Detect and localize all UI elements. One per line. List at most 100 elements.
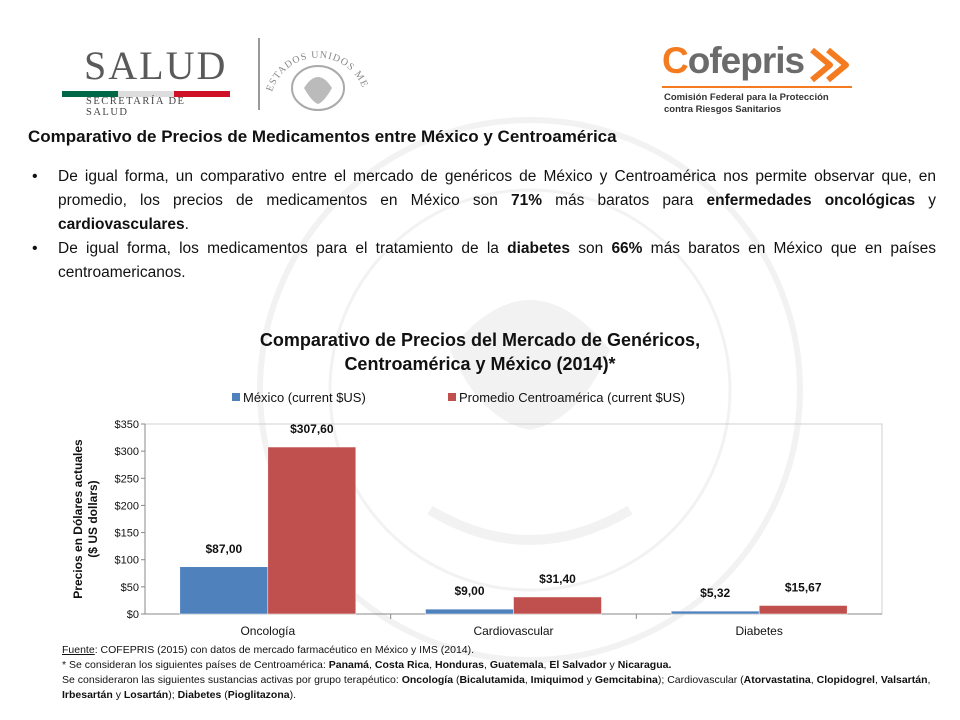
data-label: $87,00 (205, 542, 242, 556)
text-segment: De igual forma, un comparativo entre el … (58, 168, 936, 209)
text-segment: y (112, 689, 124, 701)
salud-logo: SALUD SECRETARÍA DE SALUD (62, 40, 232, 118)
text-segment: ( (221, 689, 228, 701)
bar-centroamerica (513, 596, 602, 615)
text-segment: * Se consideran los siguientes países de… (62, 659, 329, 671)
x-tick-label: Oncología (240, 624, 295, 638)
bold-text: Guatemala (489, 659, 544, 671)
flag-white-stripe (118, 91, 174, 97)
bold-text: Irbesartán (62, 689, 113, 701)
text-segment: más baratos para (542, 192, 707, 209)
y-tick-label: $200 (115, 500, 139, 512)
text-segment: De igual forma, los medicamentos para el… (58, 240, 508, 257)
text-segment: y (915, 192, 937, 209)
data-label: $9,00 (454, 584, 484, 598)
bold-text: Diabetes (177, 689, 222, 701)
bold-text: 66% (611, 240, 643, 257)
footer-source: Fuente: COFEPRIS (2015) con datos de mer… (62, 643, 932, 658)
chart-title-line1: Comparativo de Precios del Mercado de Ge… (259, 330, 701, 350)
bold-text: Valsartán (880, 674, 928, 686)
text-segment: , (874, 674, 881, 686)
text-segment: , (927, 674, 931, 686)
bullet-list: • De igual forma, un comparativo entre e… (30, 165, 936, 285)
y-axis-label-line2: ($ US dollars) (86, 480, 100, 557)
text-segment: , (810, 674, 817, 686)
bullet-text: De igual forma, un comparativo entre el … (58, 168, 936, 233)
bold-text: Losartán (123, 689, 169, 701)
cofepris-subtitle-line2: contra Riesgos Sanitarios (664, 104, 782, 115)
background-seal-watermark (257, 117, 803, 663)
data-label: $31,40 (539, 572, 576, 586)
footer-notes: Fuente: COFEPRIS (2015) con datos de mer… (62, 643, 932, 703)
y-tick-label: $50 (121, 582, 139, 594)
text-segment: ); Cardiovascular ( (657, 674, 744, 686)
bold-text: Oncología (401, 674, 454, 686)
legend-swatch-centroamerica (448, 393, 456, 401)
bar-mexico (670, 610, 760, 615)
data-label: $15,67 (785, 580, 822, 594)
bullet-item: • De igual forma, un comparativo entre e… (30, 165, 936, 237)
chart-title-line2: Centroamérica y México (2014)* (344, 354, 616, 374)
cofepris-logo-accent: C (662, 40, 689, 81)
footer-source-label: Fuente (62, 644, 95, 656)
bold-text: Imiquimod (530, 674, 584, 686)
text-segment: más baratos en México que en países cent… (58, 240, 937, 281)
text-segment: , (524, 674, 531, 686)
text-segment: . (184, 216, 189, 233)
x-tick-label: Diabetes (735, 624, 782, 638)
cofepris-divider-line (662, 86, 852, 88)
text-segment: y (583, 674, 595, 686)
cofepris-arrows-icon (810, 47, 849, 83)
bold-text: Honduras (434, 659, 484, 671)
flag-red-stripe (174, 91, 230, 97)
logo-divider (258, 38, 260, 110)
salud-logo-word: SALUD (84, 43, 228, 88)
bold-text: 71% (510, 192, 543, 209)
bullet-dot-icon: • (32, 168, 38, 185)
bar-mexico (179, 566, 269, 615)
bold-text: Nicaragua. (617, 659, 672, 671)
legend-item-centroamerica: Promedio Centroamérica (current $US) (448, 390, 685, 405)
text-segment: ( (453, 674, 460, 686)
y-tick-label: $250 (115, 473, 139, 485)
x-tick-label: Cardiovascular (473, 624, 553, 638)
cofepris-logo-word: Cofepris (662, 40, 805, 82)
text-segment: ). (289, 689, 297, 701)
y-tick-label: $300 (115, 446, 139, 458)
text-segment: y (606, 659, 618, 671)
y-tick-label: $350 (115, 419, 139, 431)
slide-title: Comparativo de Precios de Medicamentos e… (28, 127, 617, 146)
salud-logo-subtitle: SECRETARÍA DE SALUD (86, 96, 186, 118)
y-tick-label: $150 (115, 528, 139, 540)
bold-text: Atorvastatina (743, 674, 811, 686)
bold-text: cardiovasculares (58, 216, 185, 233)
text-segment: , (369, 659, 375, 671)
text-segment: , (484, 659, 490, 671)
legend-swatch-mexico (232, 393, 240, 401)
bold-text: Panamá (328, 659, 370, 671)
bar-chart: $0 $50 $100 $150 $200 $250 $300 $350 Precios en … (71, 419, 883, 638)
bold-text: Costa Rica (374, 659, 430, 671)
chart-title: Comparativo de Precios del Mercado de Ge… (180, 328, 780, 376)
bold-text: El Salvador (549, 659, 607, 671)
bold-text: Bicalutamida (459, 674, 525, 686)
bar-centroamerica (758, 605, 848, 615)
legend-label-centroamerica: Promedio Centroamérica (current $US) (459, 390, 686, 405)
text-segment: , (543, 659, 550, 671)
bullet-dot-icon: • (32, 240, 38, 257)
bar-mexico (425, 608, 514, 615)
data-label: $307,60 (290, 422, 334, 436)
salud-flag-stripe (62, 84, 230, 97)
bold-text: Clopidogrel (816, 674, 875, 686)
y-tick-label: $100 (115, 555, 139, 567)
mexico-seal-icon: ESTADOS UNIDOS MEXICANOS (258, 22, 369, 111)
bold-text: Pioglitazona (227, 689, 290, 701)
cofepris-subtitle-line1: Comisión Federal para la Protección (664, 92, 829, 103)
bullet-text: De igual forma, los medicamentos para el… (58, 240, 936, 281)
bold-text: enfermedades oncológicas (706, 192, 916, 209)
bold-text: Gemcitabina (594, 674, 658, 686)
data-label: $5,32 (700, 586, 730, 600)
y-axis-label-line1: Precios en Dólares actuales (71, 439, 85, 599)
footer-note-substances: Se consideraron las siguientes sustancia… (62, 673, 932, 703)
text-segment: Se consideraron las siguientes sustancia… (62, 674, 402, 686)
